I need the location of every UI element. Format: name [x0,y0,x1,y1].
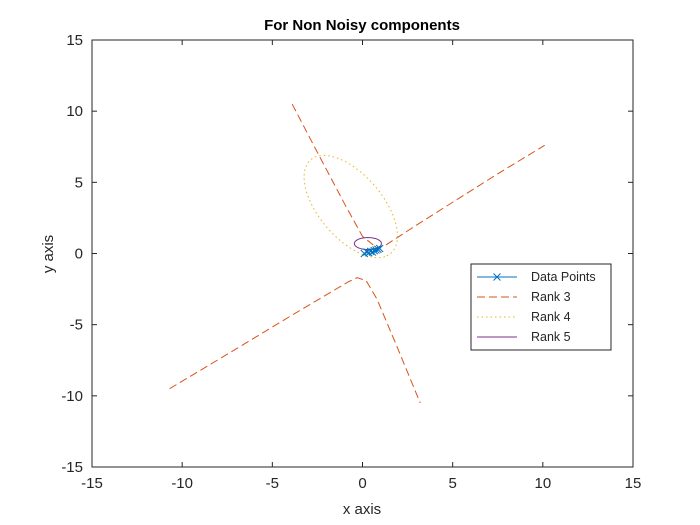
x-tick-label: 0 [358,475,366,492]
y-tick-label: -5 [70,317,83,334]
legend-item-rank-5[interactable]: Rank 5 [477,330,571,344]
y-axis-label: y axis [40,235,57,273]
legend-box [470,263,612,351]
chart-title: For Non Noisy components [264,17,460,34]
rank-3-branch [169,277,421,404]
series-data-points [360,244,384,258]
y-tick-label: 0 [75,246,83,263]
x-tick-label: -5 [266,475,279,492]
ticks-layer: -15 -10 -5 0 5 10 15 -15 -10 -5 0 5 10 15 [61,32,641,492]
x-tick-label: 5 [448,475,456,492]
y-tick-label: 10 [66,103,83,120]
x-tick-label: 15 [625,475,642,492]
data-point-marker [373,245,382,254]
legend-label: Rank 4 [531,310,571,324]
y-tick-label: 15 [66,32,83,49]
legend[interactable]: Data Points Rank 3 Rank 4 Rank 5 [470,263,612,351]
data-point-marker [493,273,501,281]
legend-item-data-points[interactable]: Data Points [477,270,596,284]
series-layer [169,103,545,404]
legend-item-rank-4[interactable]: Rank 4 [477,310,571,324]
series-rank-3 [169,103,545,404]
data-point-marker [375,244,384,253]
legend-label: Data Points [531,270,596,284]
rank-3-branch [291,103,374,246]
x-tick-label: -15 [81,475,103,492]
plot-frame [91,39,634,468]
series-rank-4 [303,154,398,259]
rank-4-ellipse [303,154,398,259]
legend-item-rank-3[interactable]: Rank 3 [477,290,571,304]
legend-label: Rank 3 [531,290,571,304]
y-tick-label: -15 [61,459,83,476]
legend-label: Rank 5 [531,330,571,344]
x-tick-label: 10 [534,475,551,492]
y-tick-label: 5 [75,174,83,191]
rank-3-branch [385,144,545,246]
x-tick-label: -10 [171,475,193,492]
x-axis-label: x axis [343,501,381,518]
y-tick-label: -10 [61,388,83,405]
